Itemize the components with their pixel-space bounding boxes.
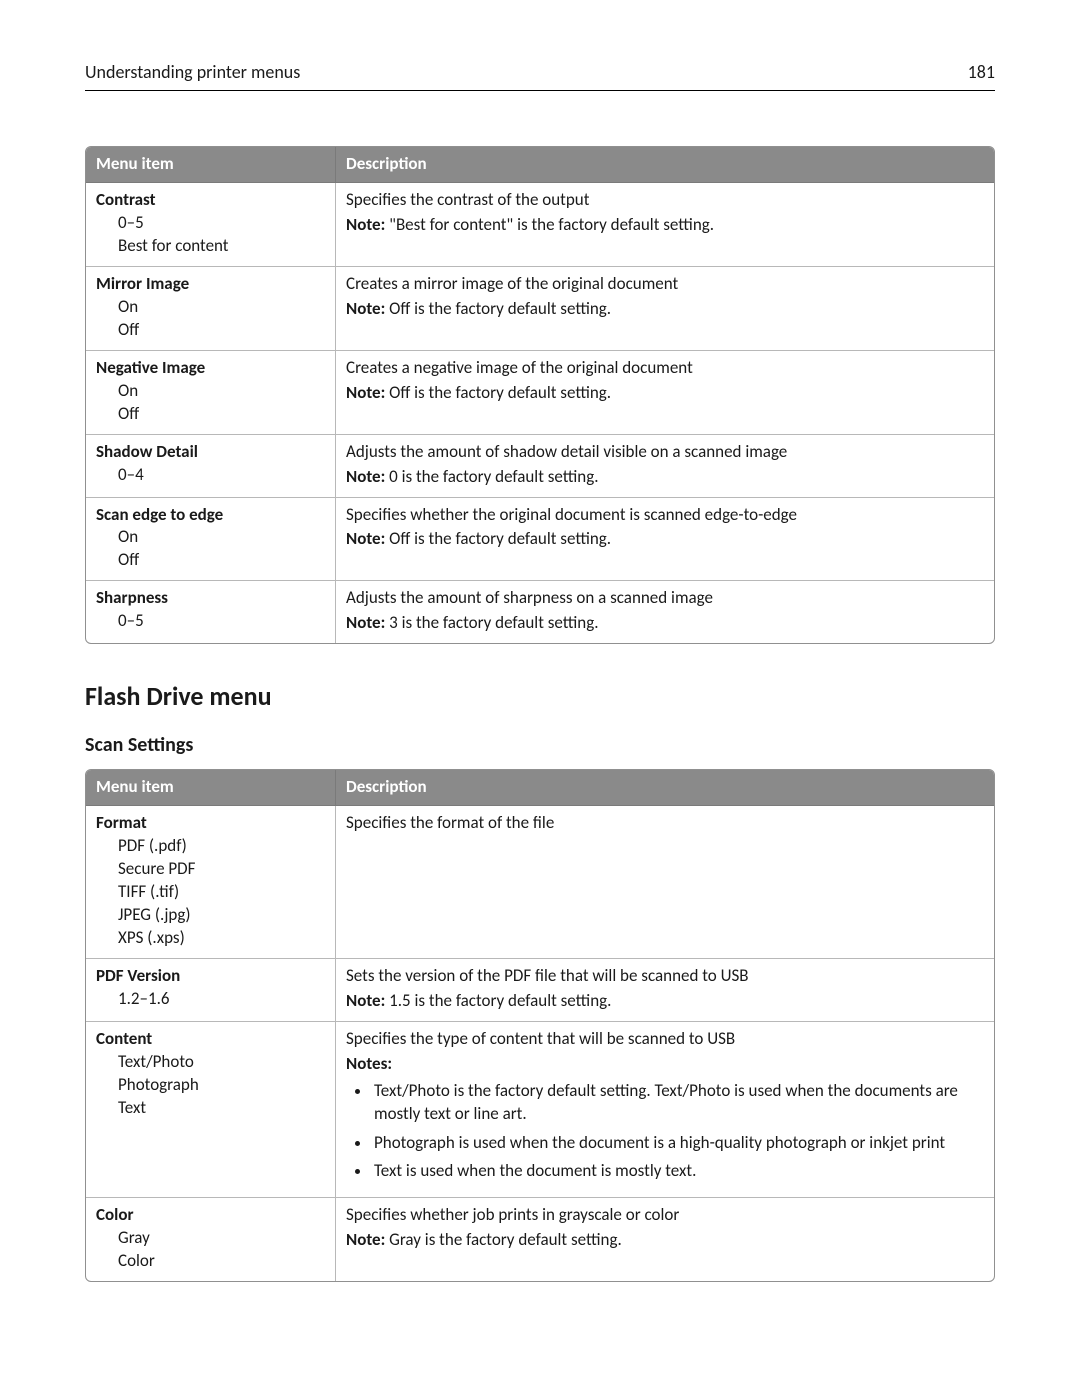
menu-item-title: Content <box>96 1028 152 1049</box>
menu-item-title: PDF Version <box>96 965 180 986</box>
menu-item-title: Shadow Detail <box>96 441 198 462</box>
menu-item-option: On <box>96 526 325 549</box>
table-row: Sharpness 0–5 Adjusts the amount of shar… <box>86 580 994 643</box>
menu-table-2: Menu item Description Format PDF (.pdf) … <box>85 769 995 1282</box>
table-row: Format PDF (.pdf) Secure PDF TIFF (.tif)… <box>86 806 994 958</box>
col-description: Description <box>336 770 994 806</box>
header-page-number: 181 <box>968 60 995 84</box>
menu-table-1: Menu item Description Contrast 0–5 Best … <box>85 146 995 644</box>
menu-item-option: Text <box>96 1097 325 1120</box>
menu-item-option: Off <box>96 403 325 426</box>
description-text: Specifies the type of content that will … <box>346 1028 984 1051</box>
table-row: Contrast 0–5 Best for content Specifies … <box>86 183 994 266</box>
note-line: Note: 0 is the factory default setting. <box>346 466 984 489</box>
note-text: Gray is the factory default setting. <box>385 1229 621 1250</box>
col-menu-item: Menu item <box>86 147 336 183</box>
menu-item-title: Contrast <box>96 189 156 210</box>
menu-item-option: Text/Photo <box>96 1051 325 1074</box>
menu-item-option: Photograph <box>96 1074 325 1097</box>
menu-item-option: 0–5 <box>96 212 325 235</box>
menu-item-title: Sharpness <box>96 587 168 608</box>
list-item: Text/Photo is the factory default settin… <box>372 1080 984 1126</box>
page-header: Understanding printer menus 181 <box>85 60 995 91</box>
menu-item-option: Secure PDF <box>96 858 325 881</box>
menu-item-title: Negative Image <box>96 357 205 378</box>
menu-item-title: Color <box>96 1204 134 1225</box>
note-line: Note: Off is the factory default setting… <box>346 382 984 405</box>
menu-item-title: Scan edge to edge <box>96 504 223 525</box>
description-text: Creates a mirror image of the original d… <box>346 273 984 296</box>
note-text: 3 is the factory default setting. <box>385 612 598 633</box>
description-text: Adjusts the amount of sharpness on a sca… <box>346 587 984 610</box>
note-label: Note: <box>346 298 385 319</box>
section-heading: Flash Drive menu <box>85 679 995 714</box>
note-label: Note: <box>346 214 385 235</box>
table-row: Shadow Detail 0–4 Adjusts the amount of … <box>86 434 994 497</box>
note-label: Note: <box>346 528 385 549</box>
description-text: Specifies the contrast of the output <box>346 189 984 212</box>
menu-item-option: Off <box>96 319 325 342</box>
menu-item-title: Format <box>96 812 147 833</box>
note-line: Note: Off is the factory default setting… <box>346 298 984 321</box>
note-label: Note: <box>346 1229 385 1250</box>
notes-list: Text/Photo is the factory default settin… <box>346 1080 984 1184</box>
header-title: Understanding printer menus <box>85 60 300 84</box>
menu-item-option: 1.2–1.6 <box>96 988 325 1011</box>
note-line: Note: Gray is the factory default settin… <box>346 1229 984 1252</box>
note-text: 0 is the factory default setting. <box>385 466 598 487</box>
menu-item-option: 0–5 <box>96 610 325 633</box>
menu-item-option: On <box>96 296 325 319</box>
menu-item-option: PDF (.pdf) <box>96 835 325 858</box>
menu-item-option: On <box>96 380 325 403</box>
table-row: Negative Image On Off Creates a negative… <box>86 350 994 434</box>
description-text: Adjusts the amount of shadow detail visi… <box>346 441 984 464</box>
col-description: Description <box>336 147 994 183</box>
menu-item-option: XPS (.xps) <box>96 927 325 950</box>
table-row: Content Text/Photo Photograph Text Speci… <box>86 1021 994 1198</box>
table-row: Mirror Image On Off Creates a mirror ima… <box>86 266 994 350</box>
table-row: Color Gray Color Specifies whether job p… <box>86 1197 994 1281</box>
description-text: Specifies whether the original document … <box>346 504 984 527</box>
menu-item-option: Gray <box>96 1227 325 1250</box>
menu-item-title: Mirror Image <box>96 273 189 294</box>
list-item: Text is used when the document is mostly… <box>372 1160 984 1183</box>
note-label: Note: <box>346 466 385 487</box>
table-row: PDF Version 1.2–1.6 Sets the version of … <box>86 958 994 1021</box>
note-line: Note: Off is the factory default setting… <box>346 528 984 551</box>
note-label: Note: <box>346 990 385 1011</box>
note-label: Note: <box>346 612 385 633</box>
menu-item-option: Off <box>96 549 325 572</box>
note-label: Note: <box>346 382 385 403</box>
menu-item-option: Best for content <box>96 235 325 258</box>
note-text: Off is the factory default setting. <box>385 382 611 403</box>
menu-item-option: Color <box>96 1250 325 1273</box>
note-line: Note: "Best for content" is the factory … <box>346 214 984 237</box>
note-text: Off is the factory default setting. <box>385 528 611 549</box>
note-line: Note: 1.5 is the factory default setting… <box>346 990 984 1013</box>
table-row: Scan edge to edge On Off Specifies wheth… <box>86 497 994 581</box>
menu-item-option: JPEG (.jpg) <box>96 904 325 927</box>
note-text: "Best for content" is the factory defaul… <box>385 214 714 235</box>
note-text: Off is the factory default setting. <box>385 298 611 319</box>
list-item: Photograph is used when the document is … <box>372 1132 984 1155</box>
subsection-heading: Scan Settings <box>85 732 995 759</box>
note-line: Note: 3 is the factory default setting. <box>346 612 984 635</box>
description-text: Creates a negative image of the original… <box>346 357 984 380</box>
description-text: Sets the version of the PDF file that wi… <box>346 965 984 988</box>
col-menu-item: Menu item <box>86 770 336 806</box>
menu-item-option: 0–4 <box>96 464 325 487</box>
menu-item-option: TIFF (.tif) <box>96 881 325 904</box>
note-text: 1.5 is the factory default setting. <box>385 990 611 1011</box>
description-text: Specifies whether job prints in grayscal… <box>346 1204 984 1227</box>
description-text: Specifies the format of the file <box>346 812 984 835</box>
notes-label: Notes: <box>346 1053 984 1076</box>
